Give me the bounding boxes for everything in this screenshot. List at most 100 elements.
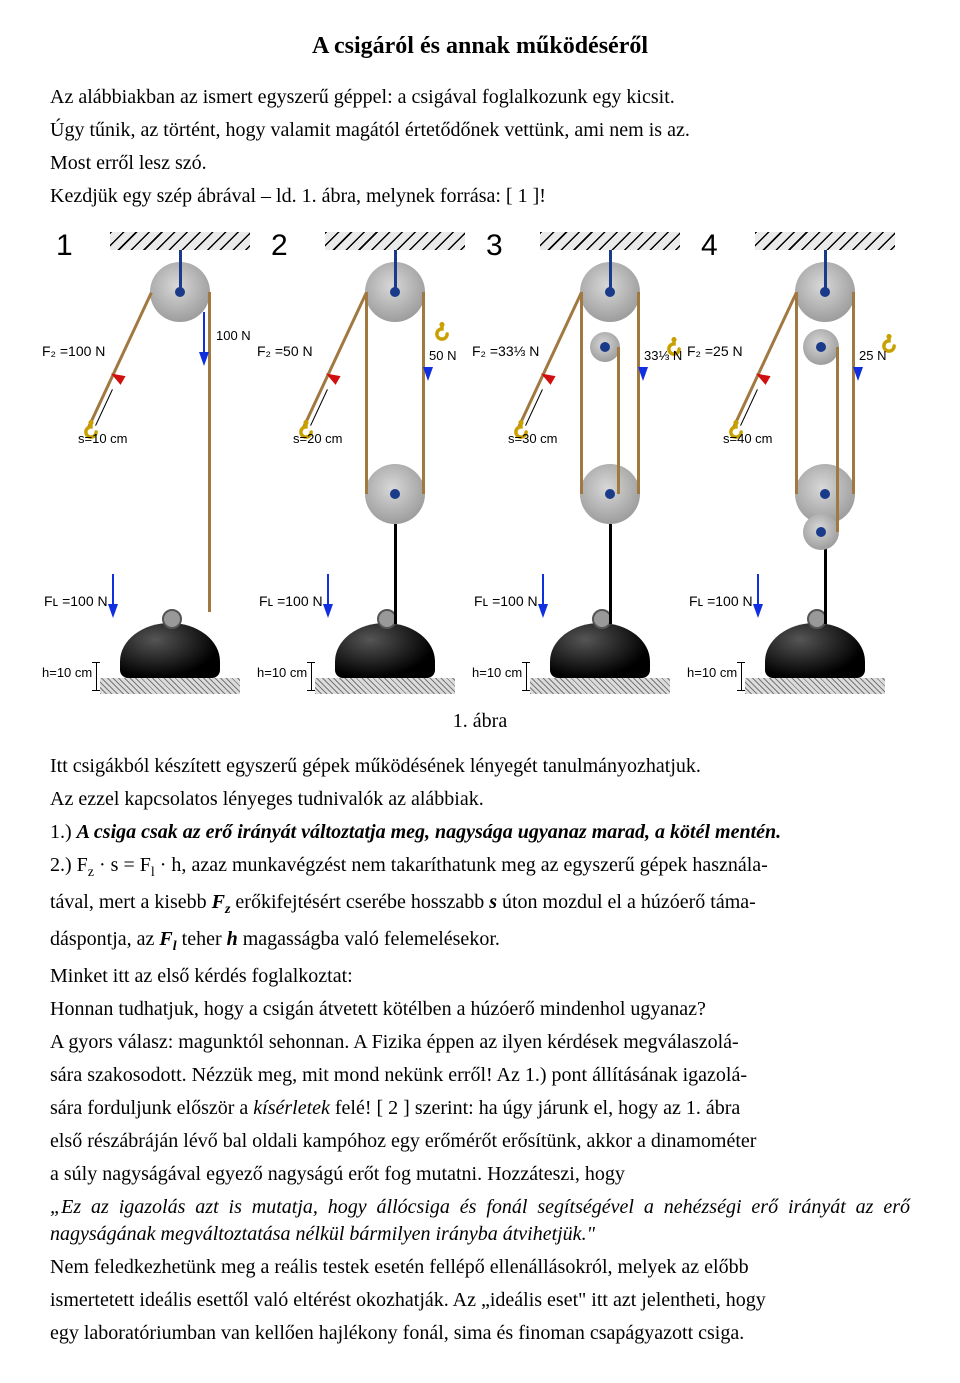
arrow-pull-icon bbox=[108, 370, 125, 386]
rope bbox=[422, 292, 425, 494]
p7-text: A csiga csak az erő irányát változtatja … bbox=[77, 821, 781, 843]
panel-3: 333⅓ NF₂ =33⅓ Ns=30 cmFʟ =100 Nh=10 cm bbox=[480, 224, 695, 694]
body-p20: ismertetett ideális esettől való eltérés… bbox=[50, 1287, 910, 1314]
arrow-down-icon bbox=[753, 604, 763, 618]
panel-1: 1100 NF₂ =100 Ns=10 cmFʟ =100 Nh=10 cm bbox=[50, 224, 265, 694]
rope bbox=[365, 292, 368, 494]
dim-line bbox=[311, 662, 312, 690]
page-title: A csigáról és annak működéséről bbox=[50, 30, 910, 62]
body-p6: Az ezzel kapcsolatos lényeges tudnivalók… bbox=[50, 786, 910, 813]
body-p15: sára forduljunk először a kísérletek fel… bbox=[50, 1095, 910, 1122]
pulley-small-2 bbox=[803, 514, 839, 550]
ceiling-hatch bbox=[325, 232, 465, 250]
panel-number: 1 bbox=[56, 226, 73, 267]
weight-icon bbox=[550, 623, 650, 678]
s-label: s=30 cm bbox=[508, 430, 558, 448]
arrow-pull-icon bbox=[753, 370, 770, 386]
load-rod bbox=[394, 524, 397, 624]
p8-mid2: · h, bbox=[155, 854, 192, 876]
arrow-down-icon bbox=[853, 367, 863, 381]
fz-label: F₂ =100 N bbox=[42, 342, 105, 361]
side-force-label: 25 N bbox=[859, 347, 886, 365]
intro-p1: Az alábbiakban az ismert egyszerű géppel… bbox=[50, 84, 910, 111]
dim-tick bbox=[522, 662, 530, 663]
h-label: h=10 cm bbox=[257, 664, 307, 682]
panel-4: 425 NF₂ =25 Ns=40 cmFʟ =100 Nh=10 cm bbox=[695, 224, 910, 694]
dim-tick bbox=[92, 662, 100, 663]
body-p16: első részábráján lévő bal oldali kampóho… bbox=[50, 1128, 910, 1155]
s-label: s=40 cm bbox=[723, 430, 773, 448]
arrow-down-icon bbox=[423, 367, 433, 381]
rope bbox=[208, 292, 211, 612]
weight-icon bbox=[335, 623, 435, 678]
fl-label: Fʟ =100 N bbox=[689, 592, 753, 611]
floor-hatch bbox=[315, 678, 455, 694]
dim-tick bbox=[307, 690, 315, 691]
dim-tick bbox=[522, 690, 530, 691]
ceiling-hatch bbox=[540, 232, 680, 250]
ceiling-hatch bbox=[755, 232, 895, 250]
p8-tail: azaz munkavégzést nem takaríthatunk meg … bbox=[191, 854, 767, 876]
h-label: h=10 cm bbox=[42, 664, 92, 682]
force-line bbox=[542, 574, 544, 604]
rope bbox=[852, 292, 855, 494]
panel-2: 250 NF₂ =50 Ns=20 cmFʟ =100 Nh=10 cm bbox=[265, 224, 480, 694]
fz-label: F₂ =50 N bbox=[257, 342, 313, 361]
hanger bbox=[179, 250, 182, 292]
rope bbox=[637, 292, 640, 494]
p7-lead: 1.) bbox=[50, 821, 77, 843]
dim-line bbox=[96, 662, 97, 690]
arrow-pull-icon bbox=[323, 370, 340, 386]
s-label: s=20 cm bbox=[293, 430, 343, 448]
arrow-down-icon bbox=[538, 604, 548, 618]
panel-number: 4 bbox=[701, 226, 718, 267]
floor-hatch bbox=[100, 678, 240, 694]
figure-caption: 1. ábra bbox=[50, 708, 910, 735]
pulley-small bbox=[590, 332, 620, 362]
hanger bbox=[824, 250, 827, 292]
body-p9: tával, mert a kisebb Fz erőkifejtésért c… bbox=[50, 889, 910, 920]
dim-tick bbox=[737, 662, 745, 663]
body-p14: sára szakosodott. Nézzük meg, mit mond n… bbox=[50, 1062, 910, 1089]
side-force-label: 50 N bbox=[429, 347, 456, 365]
rope bbox=[836, 347, 839, 532]
force-line bbox=[112, 574, 114, 604]
force-line bbox=[757, 574, 759, 604]
body-p10: dáspontja, az Fl teher h magasságba való… bbox=[50, 926, 910, 957]
body-p13: A gyors válasz: magunktól sehonnan. A Fi… bbox=[50, 1029, 910, 1056]
hanger bbox=[609, 250, 612, 292]
fl-label: Fʟ =100 N bbox=[474, 592, 538, 611]
floor-hatch bbox=[745, 678, 885, 694]
p8-lead: 2.) bbox=[50, 854, 77, 876]
pulley-bottom bbox=[580, 464, 640, 524]
body-p11: Minket itt az első kérdés foglalkoztat: bbox=[50, 963, 910, 990]
dim-line bbox=[526, 662, 527, 690]
dim-tick bbox=[92, 690, 100, 691]
weight-icon bbox=[765, 623, 865, 678]
rope bbox=[795, 292, 798, 494]
fl-label: Fʟ =100 N bbox=[259, 592, 323, 611]
body-p17: a súly nagyságával egyező nagyságú erőt … bbox=[50, 1161, 910, 1188]
h-label: h=10 cm bbox=[687, 664, 737, 682]
dim-line bbox=[741, 662, 742, 690]
body-p12: Honnan tudhatjuk, hogy a csigán átvetett… bbox=[50, 996, 910, 1023]
fl-label: Fʟ =100 N bbox=[44, 592, 108, 611]
side-force-label: 100 N bbox=[216, 327, 251, 345]
panel-number: 3 bbox=[486, 226, 503, 267]
hook-icon bbox=[433, 322, 451, 346]
fz-label: F₂ =25 N bbox=[687, 342, 743, 361]
fz-label: F₂ =33⅓ N bbox=[472, 342, 539, 361]
intro-p4: Kezdjük egy szép ábrával – ld. 1. ábra, … bbox=[50, 183, 910, 210]
body-p5: Itt csigákból készített egyszerű gépek m… bbox=[50, 753, 910, 780]
arrow-down-icon bbox=[108, 604, 118, 618]
force-line bbox=[327, 574, 329, 604]
side-force-label: 33⅓ N bbox=[644, 347, 682, 365]
floor-hatch bbox=[530, 678, 670, 694]
rope bbox=[617, 347, 620, 494]
dim-tick bbox=[307, 662, 315, 663]
intro-p2: Úgy tűnik, az történt, hogy valamit magá… bbox=[50, 117, 910, 144]
arrow-down-icon bbox=[199, 352, 209, 366]
body-p19: Nem feledkezhetünk meg a reális testek e… bbox=[50, 1254, 910, 1281]
figure-pulley-systems: 1100 NF₂ =100 Ns=10 cmFʟ =100 Nh=10 cm25… bbox=[50, 224, 910, 694]
panel-number: 2 bbox=[271, 226, 288, 267]
